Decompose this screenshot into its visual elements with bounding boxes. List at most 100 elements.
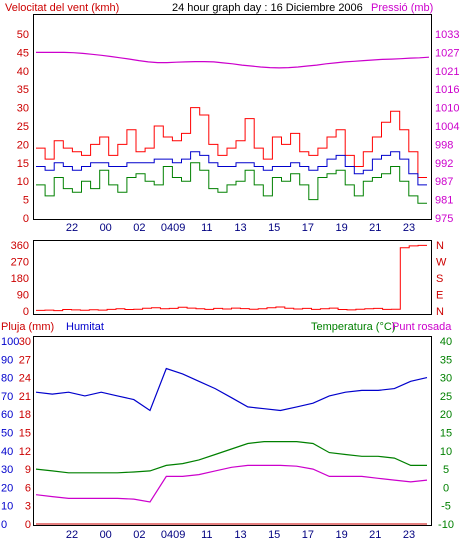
hour-tick: 0409 <box>161 529 185 541</box>
pressure-tick: 1004 <box>435 121 459 133</box>
panel3-series <box>35 367 428 525</box>
compass-letter: N <box>436 240 444 252</box>
hour-tick: 19 <box>335 529 347 541</box>
pressure-tick: 1027 <box>435 47 459 59</box>
hour-tick: 00 <box>100 222 112 234</box>
wind-speed-tick: 10 <box>17 176 29 188</box>
rain-tick: 0 <box>25 519 31 531</box>
wind-speed-tick: 35 <box>17 84 29 96</box>
pressure-tick: 987 <box>435 176 453 188</box>
wind-speed-tick: 30 <box>17 103 29 115</box>
temperature-tick: 20 <box>440 409 452 421</box>
panel-wind-direction-frame <box>33 240 432 315</box>
rain-tick: 21 <box>19 391 31 403</box>
dewpoint-line <box>35 464 428 503</box>
direction-tick: 360 <box>11 240 29 252</box>
rain-tick: 9 <box>25 464 31 476</box>
temperature-tick-labels: -10 -5 0 5 10 15 20 25 30 35 40 <box>438 336 454 531</box>
rain-tick: 6 <box>25 482 31 494</box>
hour-tick: 17 <box>302 529 314 541</box>
hour-tick: 21 <box>369 222 381 234</box>
pressure-tick: 981 <box>435 195 453 207</box>
humidity-tick: 20 <box>1 482 13 494</box>
temperature-tick: -5 <box>441 501 451 513</box>
panel1-series <box>36 51 430 204</box>
wind-speed-line <box>36 162 427 204</box>
rain-tick: 30 <box>19 336 31 348</box>
dewpoint-axis-title: Punt rosada <box>392 321 452 333</box>
hour-tick: 22 <box>66 222 78 234</box>
pressure-tick: 1010 <box>435 103 459 115</box>
humidity-tick: 50 <box>1 428 13 440</box>
panel1-hour-tick-labels: 22 00 02 0409 11 13 15 17 19 21 23 <box>66 222 415 234</box>
wind-speed-tick: 0 <box>23 213 29 225</box>
pressure-axis-title: Pressió (mb) <box>371 2 433 14</box>
wind-speed-tick-labels: 0 5 10 15 20 25 30 35 40 45 50 <box>17 29 29 225</box>
rain-axis-title: Pluja (mm) <box>1 321 54 333</box>
panel3-hour-tick-labels: 22 00 02 0409 11 13 15 17 19 21 23 <box>66 529 415 541</box>
temperature-line <box>35 441 427 474</box>
pressure-tick: 1033 <box>435 29 459 41</box>
chart-title: 24 hour graph day : 16 Diciembre 2006 <box>172 2 363 14</box>
hour-tick: 13 <box>234 529 246 541</box>
hour-tick: 15 <box>268 222 280 234</box>
pressure-tick: 1016 <box>435 84 459 96</box>
hour-tick: 19 <box>335 222 347 234</box>
rain-tick: 3 <box>25 501 31 513</box>
pressure-tick-labels: 975 981 987 992 998 1004 1010 1016 1021 1027 1033 <box>435 29 459 225</box>
hour-tick: 23 <box>403 222 415 234</box>
hour-tick: 15 <box>268 529 280 541</box>
direction-tick: 0 <box>23 306 29 318</box>
temperature-tick: 0 <box>443 482 449 494</box>
hour-tick: 02 <box>133 529 145 541</box>
pressure-tick: 992 <box>435 158 453 170</box>
wind-speed-tick: 40 <box>17 66 29 78</box>
hour-tick: 0409 <box>161 222 185 234</box>
wind-speed-tick: 45 <box>17 47 29 59</box>
temperature-tick: 5 <box>443 464 449 476</box>
rain-tick: 15 <box>19 428 31 440</box>
hour-tick: 21 <box>369 529 381 541</box>
humidity-tick: 90 <box>1 354 13 366</box>
wind-speed-tick: 25 <box>17 121 29 133</box>
compass-letter: E <box>436 290 443 302</box>
humidity-line <box>35 367 428 412</box>
temperature-tick: 10 <box>440 446 452 458</box>
humidity-tick: 100 <box>1 336 19 348</box>
rain-tick: 18 <box>19 409 31 421</box>
compass-letter: W <box>436 257 447 269</box>
rain-tick: 12 <box>19 446 31 458</box>
temperature-tick: 30 <box>440 373 452 385</box>
compass-letter: S <box>436 273 443 285</box>
humidity-tick: 40 <box>1 446 13 458</box>
hour-tick: 23 <box>403 529 415 541</box>
panel-temperature-frame <box>33 336 432 526</box>
humidity-tick: 70 <box>1 391 13 403</box>
humidity-tick-labels: 0 10 20 30 40 50 60 70 80 90 100 <box>1 336 19 531</box>
humidity-tick: 0 <box>1 519 7 531</box>
temperature-tick: 35 <box>440 354 452 366</box>
direction-tick: 270 <box>11 257 29 269</box>
compass-letter: N <box>436 306 444 318</box>
wind-direction-line <box>36 244 427 312</box>
hour-tick: 11 <box>201 529 212 541</box>
wind-speed-axis-title: Velocitat del vent (kmh) <box>5 2 119 14</box>
hour-tick: 17 <box>302 222 314 234</box>
wind-speed-tick: 5 <box>23 195 29 207</box>
hour-tick: 02 <box>133 222 145 234</box>
hour-tick: 11 <box>201 222 212 234</box>
hour-tick: 13 <box>234 222 246 234</box>
panel2-series <box>36 244 427 312</box>
humidity-tick: 60 <box>1 409 13 421</box>
temperature-tick: 15 <box>440 428 452 440</box>
direction-tick-labels: 0 90 180 270 360 <box>11 240 29 318</box>
pressure-tick: 1021 <box>435 66 459 78</box>
humidity-tick: 30 <box>1 464 13 476</box>
wind-speed-tick: 15 <box>17 158 29 170</box>
direction-tick: 180 <box>11 273 29 285</box>
wind-gust-line <box>36 107 427 178</box>
direction-tick: 90 <box>17 290 29 302</box>
pressure-tick: 975 <box>435 213 453 225</box>
